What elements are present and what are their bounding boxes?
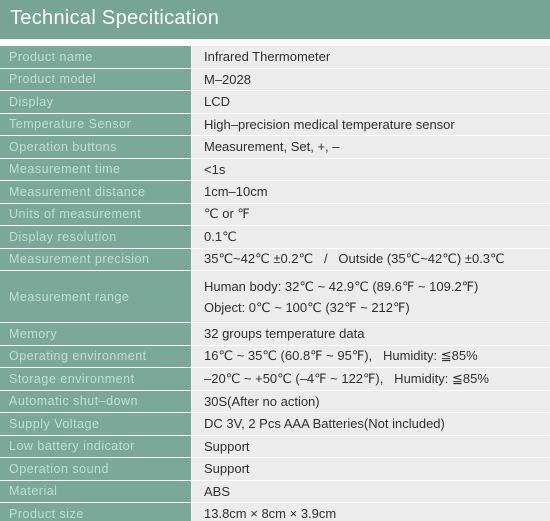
spec-value: 32 groups temperature data bbox=[191, 322, 550, 345]
spec-value-line: Object: 0℃ ~ 100℃ (32℉ ~ 212℉) bbox=[204, 299, 410, 315]
spec-label: Storage environment bbox=[0, 367, 192, 390]
spec-label: Display bbox=[0, 90, 192, 113]
spec-value: <1s bbox=[191, 157, 550, 181]
spec-value: LCD bbox=[191, 90, 550, 113]
spec-table: Product name Infrared Thermometer Produc… bbox=[0, 46, 550, 521]
spec-row-operating-environment: Operating environment 16℃ ~ 35℃ (60.8℉ ~… bbox=[0, 344, 550, 368]
spec-row-measurement-precision: Measurement precision 35℃~42℃ ±0.2℃ / Ou… bbox=[0, 247, 550, 271]
spec-label: Measurement precision bbox=[0, 247, 192, 271]
spec-label: Operating environment bbox=[0, 344, 192, 368]
spec-value: 1cm–10cm bbox=[191, 180, 550, 203]
spec-row-material: Material ABS bbox=[0, 479, 550, 503]
spec-value: Support bbox=[191, 434, 550, 458]
spec-row-product-name: Product name Infrared Thermometer bbox=[0, 46, 550, 68]
spec-row-supply-voltage: Supply Voltage DC 3V, 2 Pcs AAA Batterie… bbox=[0, 412, 550, 435]
spec-label: Supply Voltage bbox=[0, 412, 192, 435]
spec-label: Memory bbox=[0, 322, 192, 345]
spec-row-operation-buttons: Operation buttons Measurement, Set, +, – bbox=[0, 135, 550, 158]
spec-row-display-resolution: Display resolution 0.1℃ bbox=[0, 225, 550, 248]
spec-label: Units of measurement bbox=[0, 202, 192, 226]
spec-label: Measurement time bbox=[0, 157, 192, 181]
spec-value: 16℃ ~ 35℃ (60.8℉ ~ 95℉), Humidity: ≦85% bbox=[191, 344, 550, 368]
spec-value: Infrared Thermometer bbox=[191, 46, 550, 68]
spec-row-measurement-range: Measurement range Human body: 32℃ ~ 42.9… bbox=[0, 270, 550, 323]
spec-value: 13.8cm × 8cm × 3.9cm bbox=[191, 502, 550, 521]
spec-value: 30S(After no action) bbox=[191, 389, 550, 413]
spec-row-measurement-distance: Measurement distance 1cm–10cm bbox=[0, 180, 550, 203]
spec-row-temperature-sensor: Temperature Sensor High–precision medica… bbox=[0, 112, 550, 136]
spec-value: Measurement, Set, +, – bbox=[191, 135, 550, 158]
spec-label: Measurement distance bbox=[0, 180, 192, 203]
spec-label: Product name bbox=[0, 46, 192, 68]
spec-value: DC 3V, 2 Pcs AAA Batteries(Not included) bbox=[191, 412, 550, 435]
spec-row-memory: Memory 32 groups temperature data bbox=[0, 322, 550, 345]
spec-row-low-battery-indicator: Low battery indicator Support bbox=[0, 434, 550, 458]
spec-row-operation-sound: Operation sound Support bbox=[0, 457, 550, 480]
spec-value: ℃ or ℉ bbox=[191, 202, 550, 226]
spec-row-automatic-shut-down: Automatic shut–down 30S(After no action) bbox=[0, 389, 550, 413]
spec-label: Measurement range bbox=[0, 270, 192, 323]
spec-value: –20℃ ~ +50℃ (–4℉ ~ 122℉), Humidity: ≦85% bbox=[191, 367, 550, 390]
spec-row-product-size: Product size 13.8cm × 8cm × 3.9cm bbox=[0, 502, 550, 521]
spec-label: Product size bbox=[0, 502, 192, 521]
title-bar: Technical Specitication bbox=[0, 0, 550, 39]
spec-label: Low battery indicator bbox=[0, 434, 192, 458]
spec-value: ABS bbox=[191, 479, 550, 503]
spec-label: Operation sound bbox=[0, 457, 192, 480]
spec-row-measurement-time: Measurement time <1s bbox=[0, 157, 550, 181]
spec-label: Automatic shut–down bbox=[0, 389, 192, 413]
spec-value: M–2028 bbox=[191, 67, 550, 91]
spec-row-units: Units of measurement ℃ or ℉ bbox=[0, 202, 550, 226]
spec-row-storage-environment: Storage environment –20℃ ~ +50℃ (–4℉ ~ 1… bbox=[0, 367, 550, 390]
spec-value-line: Human body: 32℃ ~ 42.9℃ (89.6℉ ~ 109.2℉) bbox=[204, 278, 479, 294]
page-title: Technical Specitication bbox=[10, 7, 220, 29]
spec-value: 0.1℃ bbox=[191, 225, 550, 248]
spec-row-product-model: Product model M–2028 bbox=[0, 67, 550, 91]
spec-label: Product model bbox=[0, 67, 192, 91]
spec-value: Human body: 32℃ ~ 42.9℃ (89.6℉ ~ 109.2℉)… bbox=[191, 270, 550, 323]
spec-label: Display resolution bbox=[0, 225, 192, 248]
spec-label: Temperature Sensor bbox=[0, 112, 192, 136]
spec-row-display: Display LCD bbox=[0, 90, 550, 113]
spec-value: 35℃~42℃ ±0.2℃ / Outside (35℃~42℃) ±0.3℃ bbox=[191, 247, 550, 271]
spec-value: Support bbox=[191, 457, 550, 480]
spec-label: Operation buttons bbox=[0, 135, 192, 158]
spec-label: Material bbox=[0, 479, 192, 503]
spec-value: High–precision medical temperature senso… bbox=[191, 112, 550, 136]
